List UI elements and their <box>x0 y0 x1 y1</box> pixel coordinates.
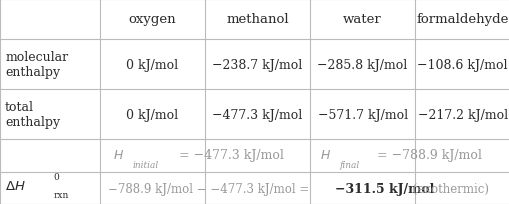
Text: 0 kJ/mol: 0 kJ/mol <box>126 58 178 71</box>
Text: total
enthalpy: total enthalpy <box>5 101 60 129</box>
Text: initial: initial <box>132 160 158 169</box>
Text: −285.8 kJ/mol: −285.8 kJ/mol <box>317 58 407 71</box>
Text: final: final <box>339 160 359 169</box>
Text: 0 kJ/mol: 0 kJ/mol <box>126 108 178 121</box>
Text: = −788.9 kJ/mol: = −788.9 kJ/mol <box>372 149 480 162</box>
Text: −108.6 kJ/mol: −108.6 kJ/mol <box>416 58 507 71</box>
Text: $H$: $H$ <box>112 149 124 162</box>
Text: −217.2 kJ/mol: −217.2 kJ/mol <box>417 108 506 121</box>
Text: oxygen: oxygen <box>128 13 176 26</box>
Text: molecular
enthalpy: molecular enthalpy <box>5 51 68 79</box>
Text: −238.7 kJ/mol: −238.7 kJ/mol <box>212 58 302 71</box>
Text: (exothermic): (exothermic) <box>408 182 488 195</box>
Text: −311.5 kJ/mol: −311.5 kJ/mol <box>334 182 433 195</box>
Text: −477.3 kJ/mol: −477.3 kJ/mol <box>212 108 302 121</box>
Text: = −477.3 kJ/mol: = −477.3 kJ/mol <box>175 149 284 162</box>
Text: 0: 0 <box>53 173 59 181</box>
Text: methanol: methanol <box>226 13 288 26</box>
Text: −788.9 kJ/mol − −477.3 kJ/mol =: −788.9 kJ/mol − −477.3 kJ/mol = <box>107 182 312 195</box>
Text: $H$: $H$ <box>320 149 331 162</box>
Text: formaldehyde: formaldehyde <box>415 13 508 26</box>
Text: water: water <box>343 13 381 26</box>
Text: rxn: rxn <box>53 190 69 199</box>
Text: −571.7 kJ/mol: −571.7 kJ/mol <box>317 108 407 121</box>
Text: $\Delta H$: $\Delta H$ <box>5 179 26 192</box>
